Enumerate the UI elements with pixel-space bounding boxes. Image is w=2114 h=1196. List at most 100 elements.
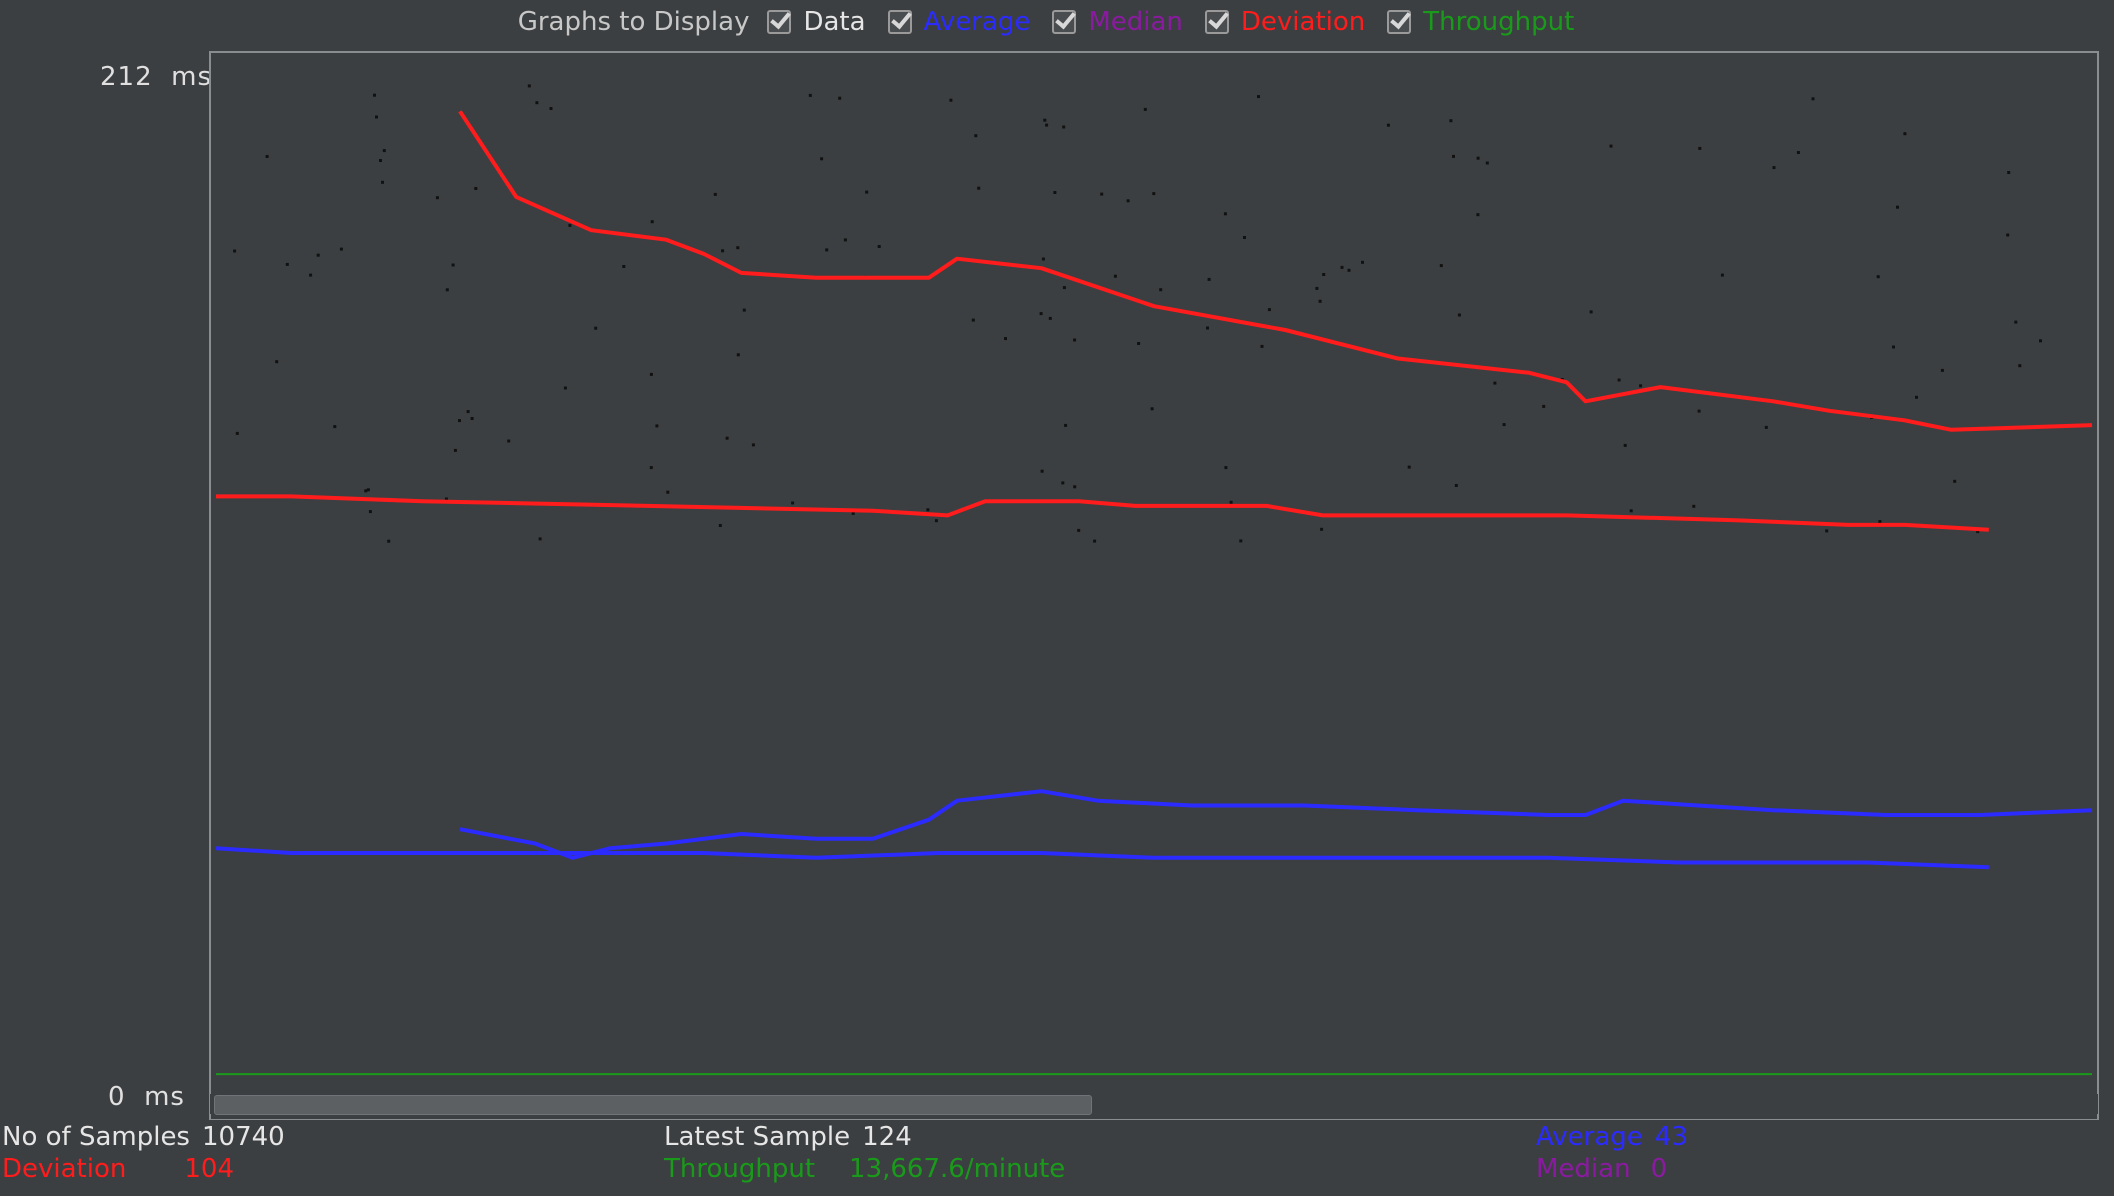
data-point	[949, 98, 953, 102]
data-point	[339, 247, 343, 251]
data-point	[1764, 425, 1768, 429]
data-point	[1502, 423, 1506, 427]
data-point	[535, 101, 539, 105]
data-point	[1617, 378, 1621, 382]
y-axis-min-unit: ms	[144, 1082, 185, 1112]
toggle-data[interactable]: Data	[767, 7, 866, 37]
data-point	[1004, 337, 1007, 341]
median-value: 0	[1650, 1154, 1668, 1184]
throughput-value: 13,667.6/minute	[849, 1154, 1066, 1184]
data-point	[364, 489, 368, 493]
average-line-3	[459, 789, 2093, 860]
data-point	[1407, 465, 1411, 469]
data-point	[1062, 125, 1066, 129]
data-point	[820, 157, 824, 161]
data-point	[1100, 192, 1104, 196]
throughput-checkbox-icon[interactable]	[1387, 10, 1412, 34]
data-point	[265, 155, 269, 158]
data-point	[563, 386, 567, 390]
data-point	[1609, 144, 1613, 148]
data-point	[725, 436, 729, 440]
toggle-throughput[interactable]: Throughput	[1387, 7, 1574, 37]
data-point	[622, 265, 626, 268]
data-point	[1623, 443, 1627, 447]
deviation-value: 104	[184, 1154, 235, 1184]
data-point	[381, 180, 384, 184]
toggle-throughput-label: Throughput	[1423, 7, 1575, 37]
data-point	[877, 245, 881, 248]
data-point	[1485, 161, 1489, 165]
deviation-label: Deviation	[2, 1154, 127, 1184]
data-point	[1825, 529, 1829, 533]
data-point	[1062, 286, 1066, 290]
data-point	[1903, 132, 1907, 136]
data-point	[1449, 119, 1453, 123]
data-point	[1322, 273, 1326, 276]
data-point	[1207, 277, 1211, 281]
data-point	[718, 524, 722, 527]
data-point	[453, 448, 457, 452]
data-point	[235, 431, 239, 435]
data-point	[594, 326, 598, 330]
average-checkbox-icon[interactable]	[887, 10, 912, 34]
graphs-to-display-bar: Graphs to Display Data Average Median De…	[0, 0, 2114, 44]
y-axis-min-value: 0	[108, 1082, 126, 1112]
samples-label: No of Samples	[2, 1122, 190, 1152]
data-point	[666, 490, 670, 494]
data-point	[1340, 265, 1344, 269]
deviation-line-1	[458, 110, 2093, 432]
data-point	[721, 249, 725, 253]
data-point	[1953, 479, 1957, 483]
data-point	[1318, 299, 1322, 303]
data-checkbox-icon[interactable]	[767, 10, 792, 34]
data-point	[1347, 268, 1351, 272]
toggle-median-label: Median	[1088, 7, 1183, 37]
data-point	[736, 353, 740, 357]
data-point	[1896, 205, 1899, 209]
data-point	[2014, 320, 2018, 324]
data-point	[650, 220, 654, 224]
toggle-average[interactable]: Average	[887, 7, 1031, 37]
data-point	[655, 424, 659, 428]
data-point	[808, 93, 812, 97]
data-point	[1876, 275, 1880, 279]
scrollbar-thumb[interactable]	[214, 1095, 1092, 1115]
data-point	[445, 288, 449, 292]
data-point	[2006, 233, 2010, 237]
toggle-median[interactable]: Median	[1052, 7, 1183, 37]
deviation-line-0	[216, 494, 1989, 532]
stat-samples: No of Samples 10740	[2, 1122, 285, 1152]
data-point	[1698, 146, 1702, 150]
data-point	[1493, 381, 1497, 385]
data-points	[233, 84, 2042, 543]
data-point	[1796, 151, 1800, 154]
data-point	[316, 253, 320, 257]
stat-average: Average 43	[1536, 1122, 1688, 1152]
toggle-deviation[interactable]: Deviation	[1204, 7, 1365, 37]
horizontal-scrollbar[interactable]	[210, 1094, 2098, 1115]
data-point	[974, 134, 978, 138]
data-point	[851, 511, 855, 515]
deviation-checkbox-icon[interactable]	[1204, 10, 1229, 34]
data-point	[1457, 313, 1461, 317]
data-point	[1976, 530, 1980, 534]
data-point	[1243, 236, 1246, 239]
data-point	[1940, 368, 1944, 372]
toggle-average-label: Average	[923, 7, 1031, 37]
median-checkbox-icon[interactable]	[1052, 10, 1077, 34]
data-point	[444, 497, 448, 501]
data-point	[971, 318, 975, 322]
data-point	[309, 273, 313, 277]
data-point	[1692, 504, 1696, 508]
samples-value: 10740	[201, 1122, 285, 1152]
data-point	[649, 372, 653, 376]
average-line-2	[215, 846, 1989, 870]
data-point	[2039, 339, 2042, 343]
data-point	[375, 115, 378, 119]
data-point	[1224, 466, 1228, 470]
data-point	[1772, 166, 1776, 170]
data-point	[1113, 274, 1117, 278]
data-point	[934, 519, 938, 523]
data-point	[1257, 95, 1260, 99]
data-point	[1639, 384, 1643, 388]
